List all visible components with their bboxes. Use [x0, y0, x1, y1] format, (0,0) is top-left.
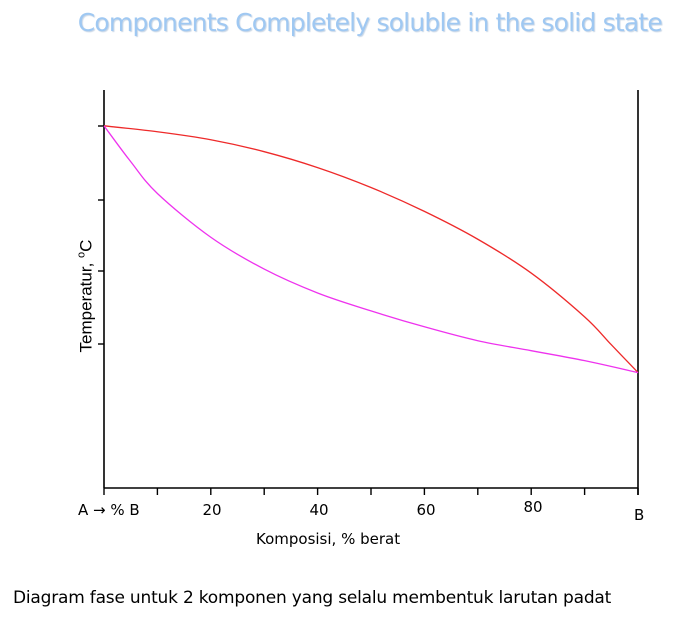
x-ticks	[103, 488, 639, 495]
x-tick-label-40: 40	[309, 501, 329, 519]
y-axis-label: Temperatur, oC	[75, 239, 96, 353]
x-axis-left-label: A → % B	[78, 501, 140, 519]
x-tick-label-20: 20	[202, 501, 222, 519]
axes	[103, 90, 639, 495]
y-ticks	[98, 125, 104, 345]
x-axis-right-label: B	[634, 506, 645, 524]
x-tick-label-60: 60	[416, 501, 436, 519]
chart-title: Components Completely soluble in the sol…	[77, 8, 663, 37]
solidus-curve	[103, 125, 639, 374]
figure-caption: Diagram fase untuk 2 komponen yang selal…	[13, 588, 612, 608]
x-tick-label-80: 80	[523, 498, 543, 516]
x-axis-label: Komposisi, % berat	[256, 530, 401, 548]
liquidus-curve	[103, 125, 639, 374]
